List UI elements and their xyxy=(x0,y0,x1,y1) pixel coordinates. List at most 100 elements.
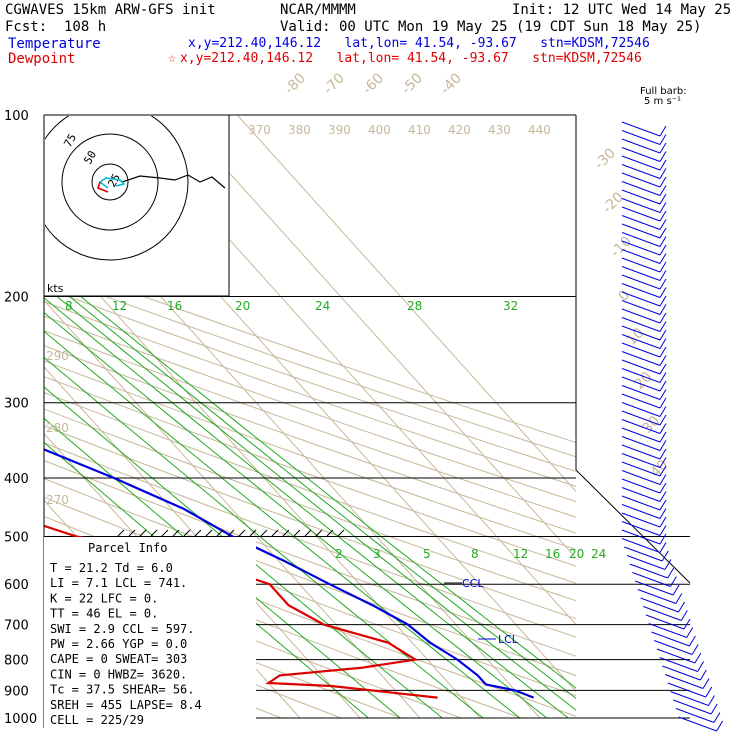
wind-barb xyxy=(621,291,661,307)
parcel-info-line: Tc = 37.5 SHEAR= 56. xyxy=(50,683,195,697)
model-title: CGWAVES 15km ARW-GFS init xyxy=(5,2,216,18)
hatch-mark xyxy=(205,529,213,537)
dewpoint-marker-icon: ☆ xyxy=(168,51,176,66)
dry-adiabat-line xyxy=(44,273,576,458)
wind-barb xyxy=(621,189,661,205)
wind-barb xyxy=(662,665,701,681)
mixing-ratio-label: 20 xyxy=(569,547,584,561)
isotherm-line xyxy=(236,115,576,493)
dry-adiabat-label: 290 xyxy=(46,349,69,363)
wind-barb xyxy=(621,283,661,298)
hatch-mark xyxy=(194,529,202,537)
hatch-mark xyxy=(326,529,334,537)
wind-barb xyxy=(621,257,661,273)
parcel-info-line: CIN = 0 HWBZ= 3620. xyxy=(50,667,187,681)
isotherm-label: -60 xyxy=(360,70,387,97)
dry-adiabat-line xyxy=(44,478,576,677)
wind-barb xyxy=(675,708,715,723)
lcl-label: LCL xyxy=(498,633,519,646)
pressure-tick-label: 200 xyxy=(4,291,29,306)
isotherm-label: -80 xyxy=(282,70,309,97)
mixing-ratio-label: 12 xyxy=(513,547,528,561)
wind-barb xyxy=(640,597,679,613)
dry-adiabat-line xyxy=(44,408,576,602)
wind-barb xyxy=(621,444,661,460)
wind-barb xyxy=(621,223,661,239)
wind-barb xyxy=(621,512,661,528)
wind-barb xyxy=(621,266,661,281)
wind-barb xyxy=(621,529,661,545)
dry-adiabat-line xyxy=(44,442,576,638)
wind-barb xyxy=(653,640,693,655)
dry-adiabat-label: 280 xyxy=(46,421,69,435)
dewpoint-legend-label: Dewpoint xyxy=(8,51,76,67)
hatch-mark xyxy=(249,529,257,537)
wind-barb xyxy=(621,334,661,349)
wind-barb xyxy=(626,555,666,570)
parcel-info-line: CAPE = 0 SWEAT= 303 xyxy=(50,652,187,666)
dry-adiabat-line xyxy=(44,287,576,472)
sounding-profiles xyxy=(44,448,535,699)
pressure-tick-label: 900 xyxy=(4,684,29,699)
barb-legend-units: 5 m s⁻¹ xyxy=(644,96,681,107)
mixing-ratio-label: 28 xyxy=(407,299,422,313)
wind-barb xyxy=(670,691,709,706)
wind-barb xyxy=(621,138,661,154)
hatch-mark xyxy=(216,529,224,537)
mixing-ratio-label: 8 xyxy=(471,547,479,561)
wind-barb xyxy=(651,631,690,647)
pressure-tick-label: 1000 xyxy=(4,712,37,727)
temperature-profile xyxy=(44,448,535,699)
wind-barb xyxy=(621,308,661,324)
wind-barb xyxy=(621,393,661,409)
mixing-ratio-label: 2 xyxy=(335,547,343,561)
wind-barb xyxy=(621,300,661,315)
hatch-mark xyxy=(139,529,147,537)
isotherm-label: 20 xyxy=(632,369,656,393)
mixing-ratio-label: 24 xyxy=(315,299,330,313)
wind-barb xyxy=(621,487,661,502)
forecast-hour: Fcst: 108 h xyxy=(5,19,107,35)
valid-time: Valid: 00 UTC Mon 19 May 25 (19 CDT Sun … xyxy=(280,19,702,35)
parcel-info-line: PW = 2.66 YGP = 0.0 xyxy=(50,637,187,651)
wind-barb xyxy=(637,589,677,604)
hatch-mark xyxy=(117,529,125,537)
wind-barbs xyxy=(621,121,724,732)
wind-barb xyxy=(659,657,698,672)
isotherm-line xyxy=(44,299,421,719)
wind-barb xyxy=(621,215,661,230)
temperature-location: x,y=212.40,146.12 lat,lon= 41.54, -93.67… xyxy=(188,36,650,51)
wind-barb xyxy=(621,495,661,511)
wind-barb xyxy=(634,580,674,596)
dry-adiabat-label: 440 xyxy=(528,123,551,137)
wind-barb xyxy=(632,572,671,587)
pressure-tick-label: 600 xyxy=(4,578,29,593)
pressure-tick-label: 700 xyxy=(4,619,29,634)
hatch-mark xyxy=(227,529,235,537)
ccl-label: CCL xyxy=(462,577,484,590)
hodograph: 25 50 75 kts xyxy=(43,114,230,297)
isotherm-label: 0 xyxy=(616,287,634,305)
parcel-info-panel: Parcel Info T = 21.2 Td = 6.0LI = 7.1 LC… xyxy=(44,537,256,728)
mixing-ratio-label: 5 xyxy=(423,547,431,561)
wind-barb xyxy=(621,164,661,179)
dry-adiabat-label: 410 xyxy=(408,123,431,137)
hatch-mark xyxy=(172,529,180,537)
dry-adiabat-label: 380 xyxy=(288,123,311,137)
wind-barb xyxy=(621,385,661,400)
isotherm-label: 40 xyxy=(648,457,672,481)
wind-barb xyxy=(621,325,661,341)
mixing-ratio-label: 12 xyxy=(112,299,127,313)
hatch-mark xyxy=(304,529,312,537)
hatch-mark xyxy=(337,529,345,537)
hatch-mark xyxy=(315,529,323,537)
isotherm-label: -20 xyxy=(600,189,627,216)
pressure-tick-label: 800 xyxy=(4,654,29,669)
wind-barb xyxy=(621,453,661,468)
hodo-ring-75: 75 xyxy=(61,132,79,150)
wind-barb xyxy=(621,351,661,366)
isotherm-line xyxy=(176,115,576,559)
pressure-tick-label: 500 xyxy=(4,530,29,545)
dry-adiabat-line xyxy=(44,391,576,584)
dry-adiabat-label: 400 xyxy=(368,123,391,137)
